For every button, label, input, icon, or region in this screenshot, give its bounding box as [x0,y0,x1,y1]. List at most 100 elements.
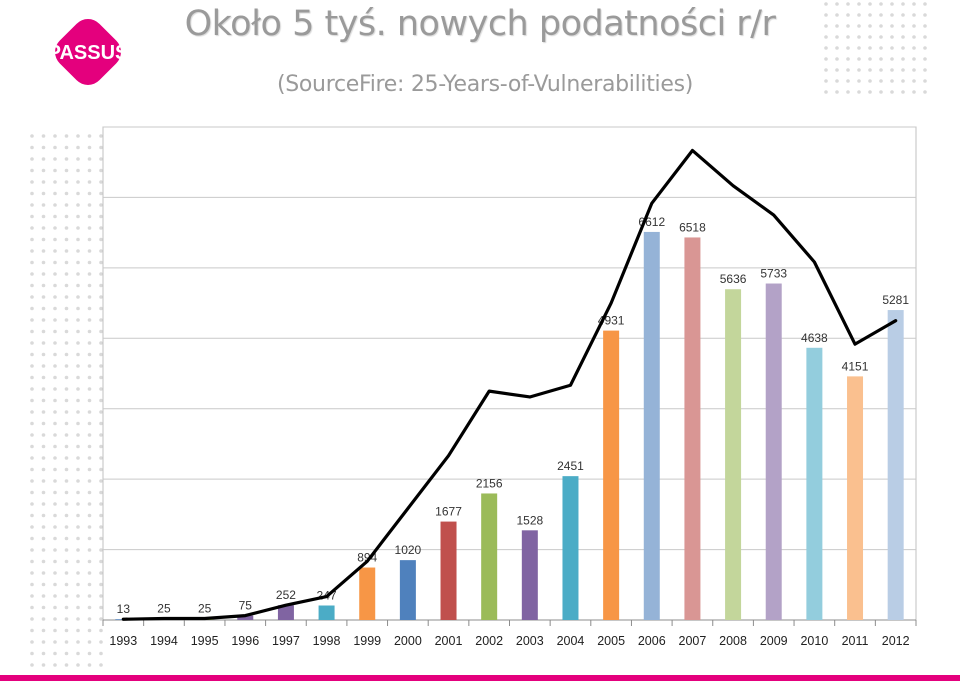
x-tick-label: 2012 [882,634,910,648]
decor-dot [923,68,927,72]
decor-dot [30,467,34,472]
decor-dot [846,79,850,83]
decor-dot [41,260,46,265]
decor-dot [868,46,872,50]
decor-dot [835,90,839,94]
decor-dot [835,24,839,28]
decor-dot [53,168,57,173]
decor-dot [41,387,46,391]
decor-dot [64,467,69,472]
decor-dot [99,479,103,483]
decor-dot [41,329,46,334]
decor-dot [41,617,46,621]
bar-2006 [643,231,660,620]
decor-dot [76,387,80,391]
decor-dot [87,456,92,460]
decor-dot [41,433,46,437]
data-label: 25 [157,602,171,616]
decor-dot [30,364,34,368]
data-label: 5636 [720,272,747,286]
decor-dot [41,226,46,230]
decor-dot [890,57,894,61]
decor-dot [923,2,927,6]
decor-dot [923,24,927,28]
decor-dot [30,272,34,276]
decor-dot [87,272,92,276]
decor-dot [835,13,839,17]
bar-2002 [481,493,498,620]
decor-dot [901,24,905,28]
decor-dot [64,479,69,483]
decor-dot [857,13,861,17]
decor-dot [99,249,103,253]
decor-dot [99,295,103,299]
decor-dot [30,134,34,138]
decor-dot [41,536,46,541]
x-tick-label: 2009 [760,634,788,648]
decor-dot [99,490,103,495]
decor-dot [53,444,57,449]
decor-dot [41,479,46,483]
decor-dot [87,329,92,334]
decor-dot [99,180,103,184]
decor-dot [868,57,872,61]
decor-dot [835,79,839,83]
decor-dot [890,46,894,50]
decor-dot [53,536,57,541]
decor-dot [879,90,883,94]
decor-dot [30,203,34,207]
decor-dot [76,479,80,483]
decor-dot [99,145,103,150]
decor-dot [41,456,46,460]
decor-dot [99,398,103,403]
bar-2010 [806,347,823,620]
logo-text: PASSUS [48,42,129,64]
decor-dot [87,490,92,495]
decor-dot [890,2,894,6]
decor-dot [76,375,80,380]
decor-dot [64,456,69,460]
decor-dot [30,398,34,403]
decor-dot [99,559,103,564]
decor-dot [30,214,34,219]
decor-dot [30,318,34,322]
decor-dot [923,90,927,94]
bar-2001 [440,521,457,620]
decor-dot [879,79,883,83]
decor-dot [53,260,57,265]
decor-dot [64,249,69,253]
decor-dot [41,318,46,322]
decor-dot [846,57,850,61]
decor-dot [87,651,92,656]
decor-dot [41,306,46,311]
decor-dot [76,525,80,529]
decor-dot [87,628,92,633]
trend-line [121,148,898,621]
decor-dot [30,502,34,506]
decor-dot [87,467,92,472]
decor-dot [41,191,46,196]
decor-dot [53,490,57,495]
decor-dot [99,456,103,460]
decor-dot [53,398,57,403]
decor-dot [99,410,103,414]
decor-dot [76,168,80,173]
passus-logo: PASSUS [36,14,140,90]
decor-dot [87,352,92,357]
decor-dot [835,35,839,39]
decor-dot [824,13,828,17]
decor-dot [30,605,34,610]
decor-dot [64,525,69,529]
data-label: 25 [198,602,212,616]
decor-dot [912,13,916,17]
decor-dot [30,306,34,311]
decor-dot [99,134,103,138]
decor-dot [901,68,905,72]
decor-dot [64,318,69,322]
x-tick-label: 1995 [191,634,219,648]
decor-dot [64,421,69,426]
decor-dot [53,628,57,633]
decor-dot [99,421,103,426]
decor-dot [87,157,92,161]
